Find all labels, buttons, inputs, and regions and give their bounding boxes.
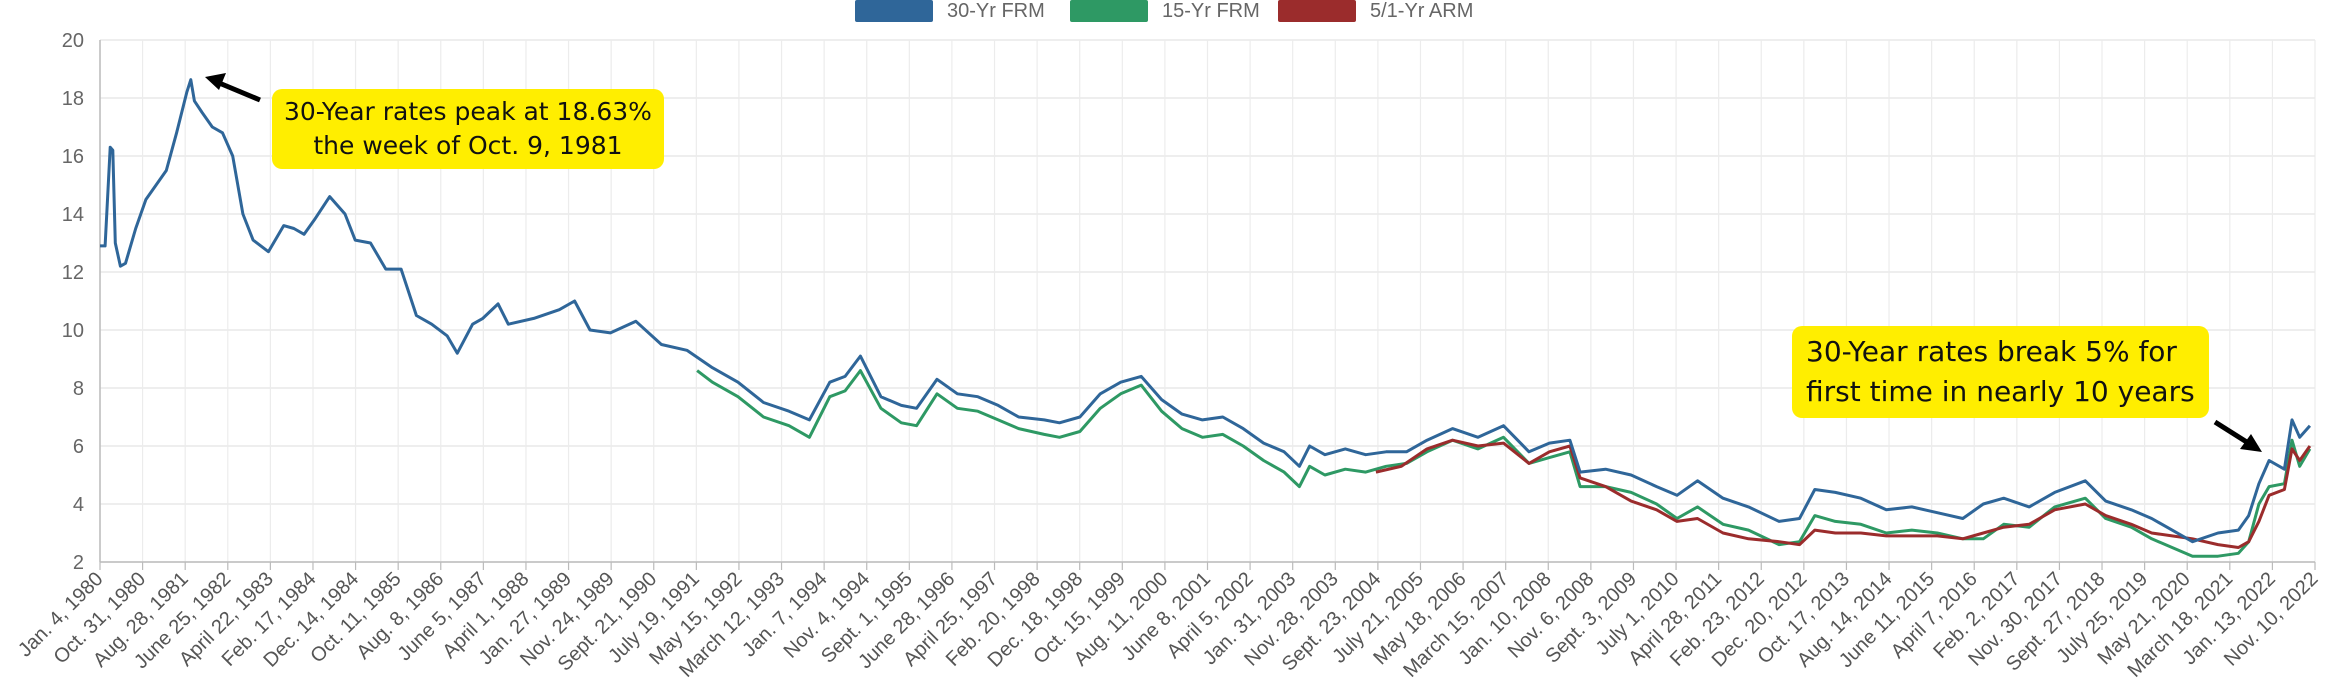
y-tick-label: 18 (62, 88, 84, 110)
y-tick-label: 16 (62, 146, 84, 168)
y-tick-label: 10 (62, 320, 84, 342)
legend-swatch-arm (1278, 0, 1356, 22)
y-tick-label: 8 (73, 378, 84, 400)
peak-annotation-line1: 30-Year rates peak at 18.63% (284, 97, 652, 126)
break-annotation-line2: first time in nearly 10 years (1806, 375, 2195, 408)
break-annotation-line1: 30-Year rates break 5% for (1806, 335, 2177, 368)
y-tick-label: 12 (62, 262, 84, 284)
y-tick-label: 2 (73, 552, 84, 574)
series-line-5-1-arm[interactable] (1375, 438, 2312, 549)
legend-label-15yr: 15-Yr FRM (1162, 0, 1260, 22)
peak-annotation: 30-Year rates peak at 18.63% the week of… (272, 89, 664, 169)
legend-label-arm: 5/1-Yr ARM (1370, 0, 1474, 22)
legend-label-30yr: 30-Yr FRM (947, 0, 1045, 22)
legend-swatch-30yr (855, 0, 933, 22)
peak-arrow-head (205, 73, 226, 90)
y-tick-label: 14 (62, 204, 84, 226)
legend-item-arm[interactable]: 5/1-Yr ARM (1278, 0, 1473, 22)
y-tick-label: 6 (73, 436, 84, 458)
break-arrow-head (2240, 434, 2262, 452)
legend-item-15yr[interactable]: 15-Yr FRM (1070, 0, 1260, 22)
peak-annotation-line2: the week of Oct. 9, 1981 (313, 131, 623, 160)
y-tick-label: 20 (62, 30, 84, 52)
legend-item-30yr[interactable]: 30-Yr FRM (855, 0, 1045, 22)
legend-swatch-15yr (1070, 0, 1148, 22)
series-line-30yr-frm[interactable] (100, 78, 2312, 544)
y-tick-label: 4 (73, 494, 84, 516)
break-annotation: 30-Year rates break 5% for first time in… (1792, 326, 2209, 418)
